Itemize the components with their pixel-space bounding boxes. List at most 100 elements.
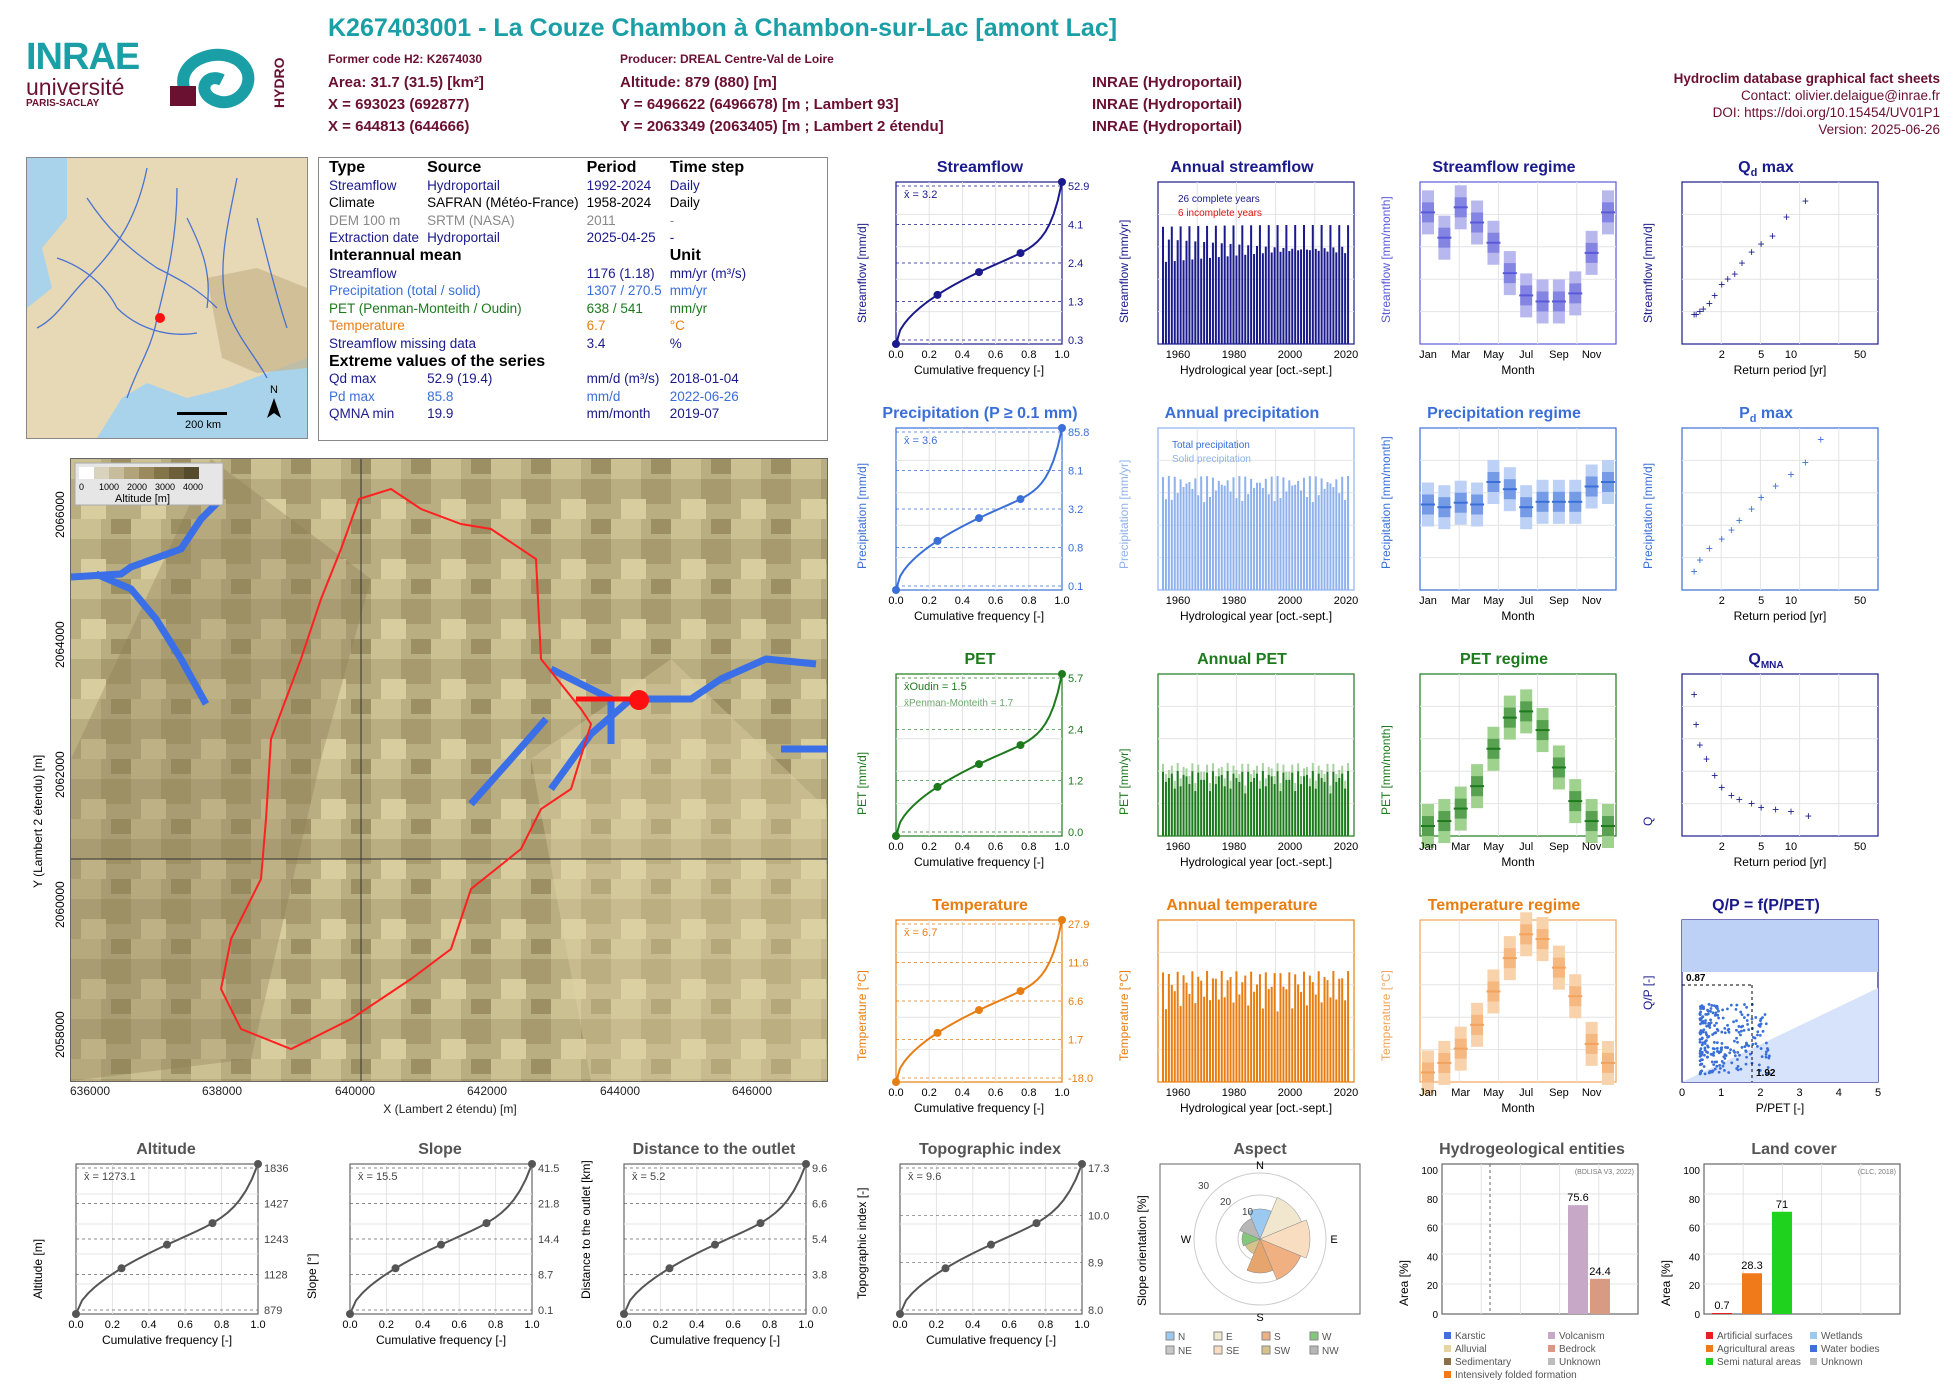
quantile-value: 1836: [264, 1163, 288, 1175]
annual-bar: [1276, 1011, 1279, 1082]
qp-point: [1735, 1003, 1739, 1007]
qp-point: [1717, 1009, 1720, 1013]
annual-bar: [1176, 240, 1179, 344]
qp-point: [1724, 1046, 1727, 1049]
ytick: 0: [1694, 1310, 1700, 1321]
annual-bar: [1279, 251, 1282, 344]
annual-bar: [1294, 791, 1297, 836]
annual-bar: [1347, 225, 1350, 344]
qp-point: [1702, 1065, 1706, 1068]
qp-point: [1712, 1004, 1716, 1008]
xtick: 0.4: [415, 1319, 430, 1331]
annual-bar: [1247, 494, 1250, 590]
quantile-value: 8.0: [1088, 1305, 1103, 1317]
annual-bar: [1253, 991, 1256, 1082]
quantile-value: 3.2: [1068, 504, 1083, 516]
legend-swatch: [1213, 1345, 1223, 1355]
extreme-point: +: [1787, 467, 1794, 481]
qp-point: [1715, 1049, 1719, 1053]
qp-point: [1715, 1027, 1719, 1031]
xtick: 2: [1719, 349, 1725, 361]
svg-text:200 km: 200 km: [185, 419, 221, 431]
annual-bar: [1314, 994, 1317, 1082]
chart-title: Annual PET: [1197, 651, 1287, 668]
qp-point: [1698, 1013, 1702, 1017]
xtick: 0.8: [488, 1319, 503, 1331]
xtick: May: [1483, 349, 1504, 361]
chart-title: QMNA: [1748, 651, 1783, 671]
annual-bar: [1203, 502, 1206, 590]
qp-point: [1698, 1049, 1702, 1053]
qp-point: [1735, 1036, 1738, 1040]
annual-bar: [1294, 974, 1297, 1082]
quantile-value: 14.4: [538, 1234, 559, 1246]
qp-point: [1742, 1016, 1746, 1019]
outlet-marker-icon: [629, 690, 649, 710]
annual-bar: [1217, 480, 1220, 590]
annual-temp-chart: Annual temperature 1960 1980 2000 2020Hydrol…: [1117, 897, 1358, 1115]
annual-bar: [1314, 476, 1317, 590]
qp-point: [1711, 1011, 1715, 1015]
legend-item: NW: [1322, 1346, 1339, 1357]
quantile-value: 4.1: [1068, 220, 1083, 232]
annual-bar: [1311, 225, 1314, 344]
qp-point: [1761, 1029, 1765, 1033]
location-minimap: N 200 km: [26, 157, 308, 439]
quantile-point: [208, 1219, 217, 1228]
annual-bar: [1226, 771, 1229, 836]
annual-bar: [1197, 226, 1200, 344]
annual-bar: [1294, 225, 1297, 344]
svg-text:HYDRO: HYDRO: [271, 57, 287, 108]
xtick: 10: [1785, 841, 1797, 853]
annual-bar: [1203, 779, 1206, 836]
map-xtick: 640000: [335, 1084, 376, 1098]
annual-bar: [1335, 999, 1338, 1082]
annual-bar: [1250, 478, 1253, 590]
extreme-point: +: [1696, 305, 1703, 319]
mean-label: x̄ = 1273.1: [84, 1171, 136, 1183]
annual-bar: [1235, 778, 1238, 836]
xlabel: Month: [1501, 609, 1534, 623]
qp-point: [1740, 1013, 1744, 1017]
annual-bar: [1264, 972, 1267, 1082]
annual-bar: [1220, 774, 1223, 836]
ytick: 60: [1427, 1224, 1439, 1235]
quantile-value: -18.0: [1068, 1073, 1093, 1085]
legend-item: N: [1178, 1332, 1185, 1343]
xtick: 0.0: [888, 841, 903, 853]
annual-bar: [1326, 251, 1329, 344]
quantile-value: 1128: [264, 1270, 288, 1282]
extreme-point: +: [1736, 514, 1743, 528]
annual-bar: [1282, 477, 1285, 590]
quantile-value: 8.9: [1088, 1258, 1103, 1270]
qp-point: [1719, 1050, 1723, 1054]
quantile-point: [896, 1310, 904, 1318]
annual-bar: [1305, 249, 1308, 344]
qp-point: [1698, 1017, 1702, 1021]
qp-point: [1714, 1011, 1718, 1015]
xtick: Jan: [1419, 349, 1437, 361]
annual-bar: [1194, 1003, 1197, 1082]
qp-point: [1727, 1071, 1731, 1074]
ring-label: 10: [1242, 1207, 1254, 1218]
svg-text:2060000: 2060000: [53, 881, 67, 928]
qp-point: [1755, 1044, 1759, 1048]
qp-point: [1700, 1036, 1704, 1040]
extreme-point: +: [1691, 687, 1698, 701]
annual-bar: [1194, 791, 1197, 836]
qp-point: [1708, 1026, 1712, 1029]
annual-bar: [1291, 1008, 1294, 1082]
xtick: Mar: [1451, 349, 1470, 361]
qp-point: [1699, 1022, 1702, 1026]
area-bar: [1590, 1278, 1610, 1314]
annual-bar: [1279, 791, 1282, 836]
annual-bar: [1173, 991, 1176, 1082]
xtick: 5: [1758, 349, 1764, 361]
xtick: May: [1483, 595, 1504, 607]
xtick: 0.0: [616, 1319, 631, 1331]
annual-bar: [1220, 484, 1223, 590]
annual-bar: [1185, 483, 1188, 590]
extreme-point: +: [1700, 302, 1707, 316]
xlabel: Hydrological year [oct.-sept.]: [1180, 609, 1332, 623]
